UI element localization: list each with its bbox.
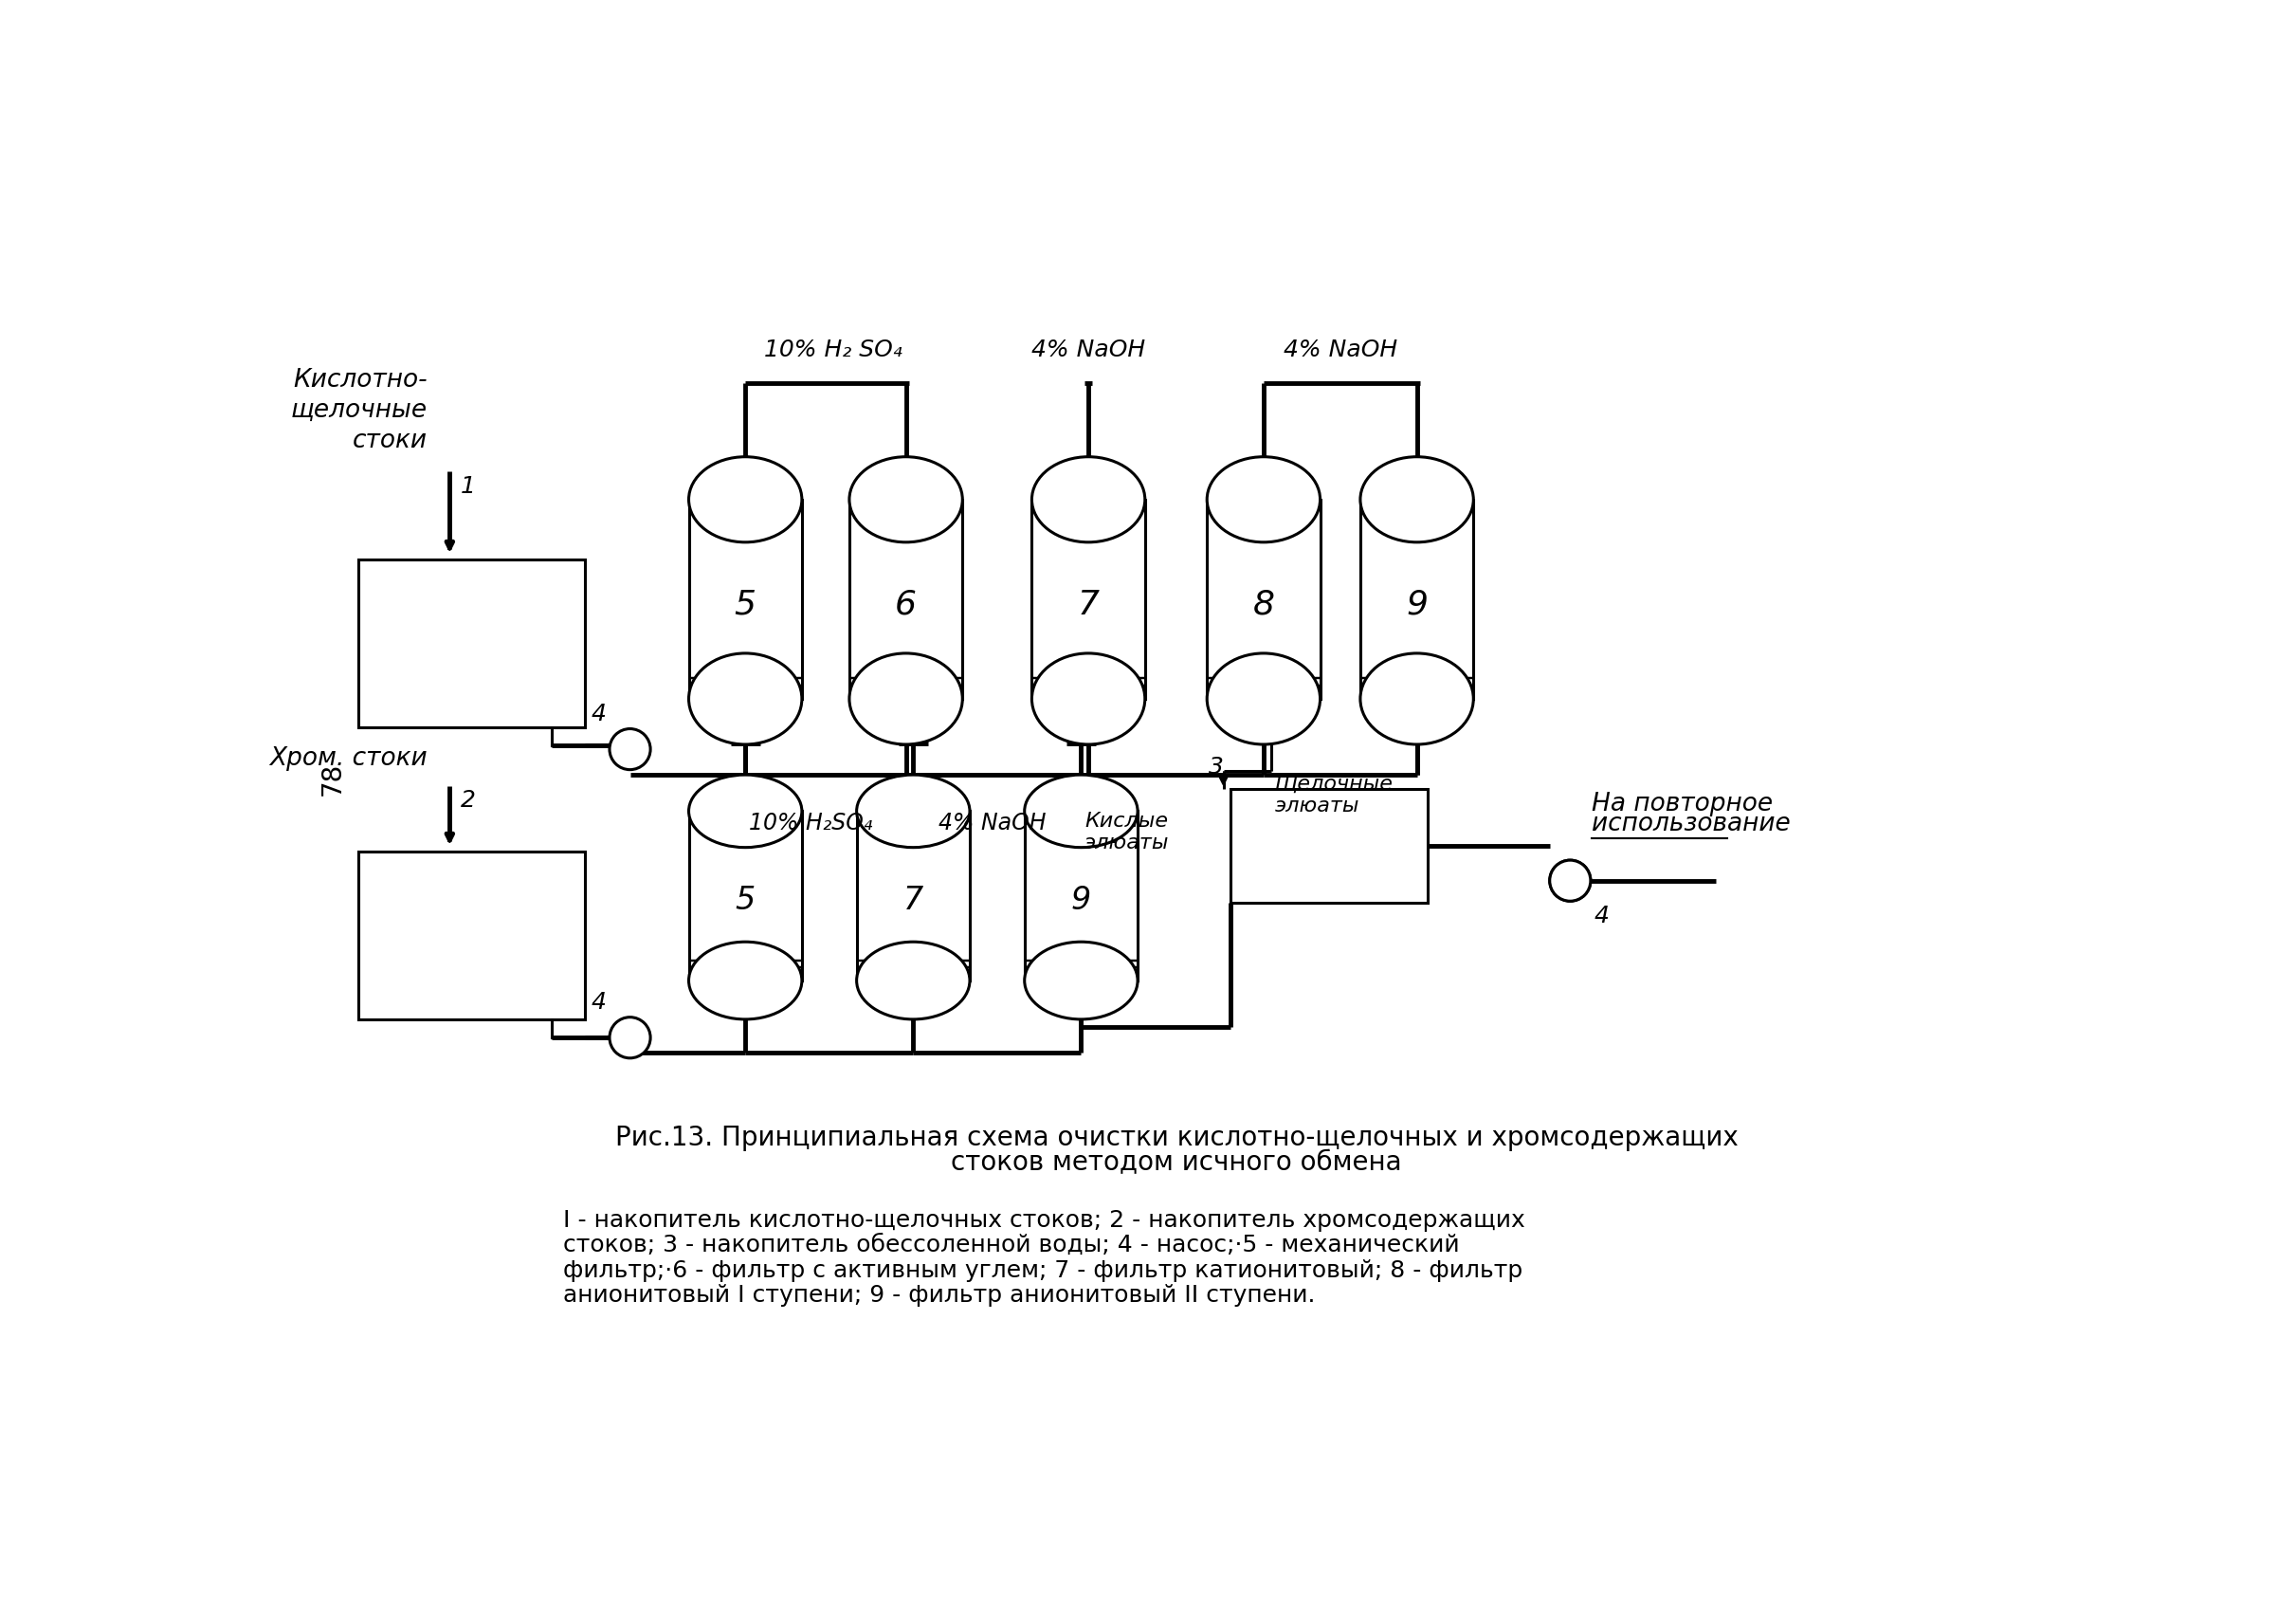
Bar bbox=[358, 852, 585, 1019]
Text: 3: 3 bbox=[1208, 755, 1224, 779]
Ellipse shape bbox=[1359, 456, 1474, 542]
Ellipse shape bbox=[856, 774, 969, 847]
Circle shape bbox=[608, 1018, 650, 1058]
Ellipse shape bbox=[689, 653, 801, 744]
Text: 7: 7 bbox=[1077, 589, 1100, 621]
Ellipse shape bbox=[850, 653, 962, 744]
Text: 7: 7 bbox=[902, 886, 923, 916]
Text: 1: 1 bbox=[461, 474, 475, 498]
Ellipse shape bbox=[689, 774, 801, 847]
Circle shape bbox=[1550, 860, 1591, 902]
Bar bbox=[856, 811, 969, 981]
Text: 9: 9 bbox=[1070, 886, 1091, 916]
Bar bbox=[1024, 811, 1137, 981]
Bar bbox=[358, 560, 585, 727]
Bar bbox=[689, 500, 801, 698]
Circle shape bbox=[608, 729, 650, 769]
Circle shape bbox=[1550, 860, 1591, 902]
Text: 2: 2 bbox=[461, 789, 475, 811]
Text: 4% NaOH: 4% NaOH bbox=[1031, 339, 1146, 361]
Text: На повторное: На повторное bbox=[1591, 792, 1773, 816]
Text: 5: 5 bbox=[735, 589, 755, 621]
Bar bbox=[1359, 500, 1474, 698]
Text: 4% NaOH: 4% NaOH bbox=[1283, 339, 1398, 361]
Ellipse shape bbox=[1024, 774, 1137, 847]
Text: 4: 4 bbox=[590, 990, 606, 1013]
Text: 78: 78 bbox=[319, 761, 347, 795]
Text: Кислые
элюаты: Кислые элюаты bbox=[1084, 811, 1169, 852]
Text: использование: использование bbox=[1591, 813, 1791, 837]
Text: Хром. стоки: Хром. стоки bbox=[271, 747, 427, 771]
Text: 5: 5 bbox=[735, 886, 755, 916]
Text: 6: 6 bbox=[895, 589, 916, 621]
Text: 8: 8 bbox=[1254, 589, 1274, 621]
Ellipse shape bbox=[689, 456, 801, 542]
Text: 4% NaOH: 4% NaOH bbox=[939, 811, 1047, 834]
Text: стоков; 3 - накопитель обессоленной воды; 4 - насос;·5 - механический: стоков; 3 - накопитель обессоленной воды… bbox=[563, 1234, 1460, 1257]
Text: Кислотно-
щелочные
стоки: Кислотно- щелочные стоки bbox=[292, 368, 427, 453]
Ellipse shape bbox=[689, 942, 801, 1019]
Ellipse shape bbox=[1208, 653, 1320, 744]
Ellipse shape bbox=[850, 456, 962, 542]
Ellipse shape bbox=[856, 942, 969, 1019]
Text: Рис.13. Принципиальная схема очистки кислотно-щелочных и хромсодержащих: Рис.13. Принципиальная схема очистки кис… bbox=[615, 1124, 1738, 1150]
Ellipse shape bbox=[1024, 942, 1137, 1019]
Ellipse shape bbox=[1031, 456, 1146, 542]
Text: 10% H₂SO₄: 10% H₂SO₄ bbox=[748, 811, 872, 834]
Text: фильтр;·6 - фильтр с активным углем; 7 - фильтр катионитовый; 8 - фильтр: фильтр;·6 - фильтр с активным углем; 7 -… bbox=[563, 1258, 1522, 1282]
Bar bbox=[1031, 500, 1146, 698]
Text: I - накопитель кислотно-щелочных стоков; 2 - накопитель хромсодержащих: I - накопитель кислотно-щелочных стоков;… bbox=[563, 1210, 1525, 1232]
Text: Щелочные
элюаты: Щелочные элюаты bbox=[1274, 774, 1394, 816]
Ellipse shape bbox=[1208, 456, 1320, 542]
Ellipse shape bbox=[1031, 653, 1146, 744]
Bar bbox=[1208, 500, 1320, 698]
Ellipse shape bbox=[1359, 653, 1474, 744]
Bar bbox=[850, 500, 962, 698]
Text: 9: 9 bbox=[1405, 589, 1428, 621]
Bar bbox=[1231, 789, 1428, 903]
Text: анионитовый I ступени; 9 - фильтр анионитовый II ступени.: анионитовый I ступени; 9 - фильтр аниони… bbox=[563, 1284, 1316, 1307]
Text: 4: 4 bbox=[590, 702, 606, 726]
Text: 4: 4 bbox=[1593, 905, 1609, 927]
Bar bbox=[689, 811, 801, 981]
Text: стоков методом исчного обмена: стоков методом исчного обмена bbox=[951, 1150, 1403, 1176]
Text: 10% H₂ SO₄: 10% H₂ SO₄ bbox=[765, 339, 902, 361]
